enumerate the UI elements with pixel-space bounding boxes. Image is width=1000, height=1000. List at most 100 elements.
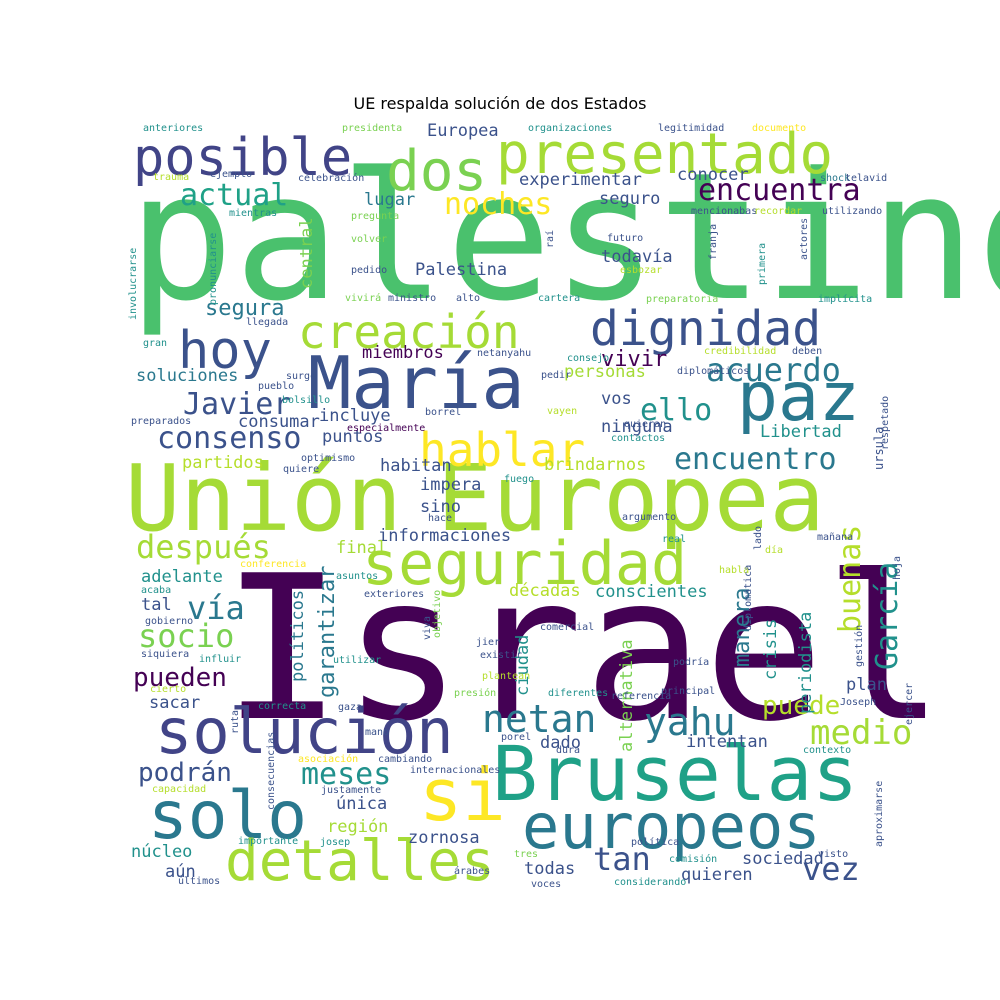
- word-181: dura: [556, 745, 580, 756]
- word-78: periodista: [796, 612, 816, 714]
- word-168: cierto: [150, 684, 186, 695]
- word-47: experimentar: [519, 170, 642, 190]
- word-75: políticos: [288, 590, 308, 682]
- word-99: shock: [820, 173, 850, 184]
- word-10: solo: [148, 777, 307, 854]
- word-87: aún: [165, 862, 196, 882]
- word-61: puntos: [322, 427, 383, 447]
- word-86: núcleo: [131, 842, 192, 862]
- word-49: lugar: [364, 190, 415, 210]
- word-3: Europea: [437, 445, 825, 552]
- word-124: netanyahu: [477, 348, 531, 359]
- word-19: hoy: [178, 321, 272, 381]
- word-164: existir: [480, 650, 522, 661]
- word-33: buenas: [833, 525, 868, 633]
- word-174: Joseph: [840, 697, 876, 708]
- word-193: tres: [514, 849, 538, 860]
- word-130: diplomáticos: [677, 365, 749, 377]
- word-105: utilizando: [822, 206, 882, 217]
- word-91: anteriores: [143, 123, 203, 134]
- word-113: pedido: [351, 265, 387, 276]
- word-112: actores: [799, 218, 810, 260]
- word-106: involucrarse: [128, 248, 139, 320]
- word-144: hace: [428, 513, 452, 524]
- word-8: presentado: [496, 122, 833, 187]
- word-137: respetado: [880, 396, 891, 450]
- word-80: sacar: [149, 693, 200, 713]
- word-54: miembros: [362, 343, 444, 363]
- word-146: real: [662, 534, 686, 545]
- word-156: viva: [422, 616, 433, 640]
- word-26: Javier: [183, 387, 291, 422]
- word-107: pronunciarse: [208, 233, 219, 305]
- word-188: consecuencias: [266, 732, 277, 810]
- word-136: borrel: [425, 407, 461, 418]
- word-60: consumar: [238, 412, 320, 432]
- word-18: hablar: [419, 423, 585, 477]
- word-120: preparatoria: [646, 294, 718, 305]
- word-135: especialmente: [347, 423, 425, 434]
- word-6: solución: [155, 695, 454, 768]
- word-89: quieren: [681, 865, 753, 885]
- word-182: contexto: [803, 745, 851, 756]
- word-5: Bruselas: [492, 729, 858, 818]
- word-1: Israel: [222, 533, 944, 766]
- word-94: legitimidad: [658, 123, 724, 134]
- word-77: alternativa: [617, 639, 637, 752]
- word-79: plan: [846, 675, 887, 695]
- word-82: dado: [540, 733, 581, 753]
- word-63: habitan: [380, 456, 452, 476]
- word-0: palestino: [128, 135, 1000, 340]
- word-97: ejemplo: [210, 169, 252, 180]
- chart-title: UE respalda solución de dos Estados: [353, 94, 647, 113]
- word-142: fuego: [504, 474, 534, 485]
- word-132: bolsillo: [282, 395, 330, 406]
- word-109: volver: [351, 234, 387, 245]
- word-67: sino: [420, 497, 461, 517]
- word-90: sociedad: [742, 849, 824, 869]
- word-21: netan: [482, 697, 596, 741]
- word-58: incluye: [319, 406, 391, 426]
- word-20: yahu: [644, 700, 736, 744]
- word-66: impera: [420, 475, 481, 495]
- word-123: gran: [143, 338, 167, 349]
- word-189: aproximarse: [874, 781, 885, 847]
- word-180: porel: [501, 732, 531, 743]
- word-41: puede: [762, 691, 840, 721]
- word-196: últimos: [178, 875, 220, 887]
- word-72: conscientes: [595, 582, 708, 602]
- word-24: actual: [180, 178, 288, 213]
- word-14: dos: [386, 139, 487, 204]
- word-51: central: [297, 217, 317, 289]
- word-38: podrán: [138, 758, 232, 788]
- word-134: preparados: [131, 416, 191, 427]
- word-96: trauma: [153, 172, 189, 183]
- word-73: crisis: [761, 619, 781, 680]
- word-157: objetivo: [432, 590, 443, 638]
- word-69: final: [336, 538, 387, 558]
- word-85: zornosa: [408, 828, 480, 848]
- word-110: futuro: [607, 233, 643, 244]
- word-177: ruta: [230, 710, 241, 734]
- word-55: personas: [564, 362, 646, 382]
- word-11: si: [419, 753, 506, 837]
- word-111: franja: [708, 224, 719, 260]
- word-17: creación: [298, 305, 520, 359]
- word-23: noches: [444, 187, 552, 222]
- word-190: importante: [238, 836, 298, 847]
- word-199: considerando: [614, 877, 686, 888]
- word-16: dignidad: [590, 301, 821, 357]
- word-62: Libertad: [760, 422, 842, 442]
- word-171: diferentes: [548, 688, 608, 699]
- word-121: implícita: [818, 293, 872, 305]
- word-184: cambiando: [378, 754, 432, 765]
- word-149: día: [765, 544, 783, 556]
- word-173: principal: [661, 686, 715, 697]
- word-158: diplomática: [742, 565, 754, 631]
- word-84: región: [327, 817, 388, 837]
- word-25: acuerdo: [706, 351, 841, 389]
- word-88: todas: [524, 859, 575, 879]
- word-186: capacidad: [152, 784, 206, 795]
- word-95: documento: [752, 123, 806, 134]
- word-194: comisión: [669, 853, 717, 865]
